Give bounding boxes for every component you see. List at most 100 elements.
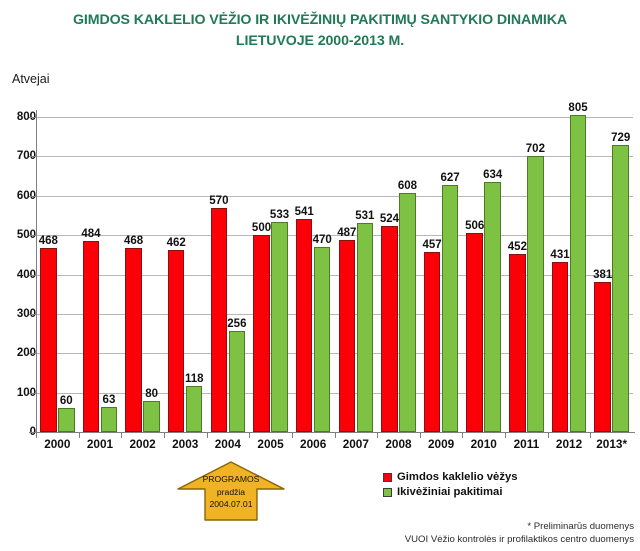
bar-precancerous: 256 (227, 318, 246, 432)
bar-group: 381 729 (590, 117, 633, 432)
y-tick-label: 200 (16, 347, 36, 360)
x-axis-label: 2003 (172, 437, 199, 451)
x-tick-mark (249, 432, 251, 438)
bar-precancerous: 608 (398, 180, 417, 432)
bar-precancerous: 470 (313, 234, 332, 432)
up-arrow-shape (177, 461, 285, 521)
bar-value-label: 702 (525, 142, 545, 155)
bar-cervical-cancer: 524 (380, 213, 399, 432)
x-tick-mark (547, 432, 549, 438)
chart-title: GIMDOS KAKLELIO VĖŽIO IR IKIVĖŽINIŲ PAKI… (0, 10, 640, 52)
bars-layer: 468 60 484 63 468 80 462 118 570 256 500 533 541 470 4… (36, 102, 633, 432)
grid-line (36, 313, 633, 315)
x-tick-mark (206, 432, 208, 438)
y-tick-mark (29, 392, 36, 394)
x-axis-label: 2011 (513, 437, 540, 451)
chart-title-line-1: GIMDOS KAKLELIO VĖŽIO IR IKIVĖŽINIŲ PAKI… (72, 12, 568, 28)
y-tick-mark (29, 195, 36, 197)
x-tick-mark (334, 432, 336, 438)
bar-value-label: 531 (355, 209, 375, 222)
legend-label-precancerous: Ikivėžiniai pakitimai (397, 486, 503, 498)
bar-value-label: 484 (81, 228, 101, 241)
y-tick-mark (29, 156, 36, 158)
bar-value-label: 524 (379, 212, 400, 225)
legend-swatch-red-icon (383, 472, 392, 482)
program-start-callout: PROGRAMOS pradžia 2004.07.01 (177, 461, 285, 521)
x-axis-label: 2006 (300, 437, 327, 451)
y-axis-ticks: 0100200300400500600700800 (0, 0, 36, 551)
y-axis-title: Atvejai (12, 72, 50, 86)
bar-value-label: 506 (465, 219, 485, 232)
grid-line (36, 195, 633, 197)
bar-cervical-cancer: 452 (508, 241, 527, 432)
y-tick-mark (29, 274, 36, 276)
bar-cervical-cancer: 468 (39, 235, 58, 432)
y-tick-label: 800 (16, 111, 36, 123)
footnote-preliminary: * Preliminarūs duomenys (527, 521, 634, 532)
bar-value-label: 60 (59, 395, 73, 408)
x-tick-mark (505, 432, 507, 438)
bar-value-label: 118 (184, 372, 204, 385)
bar-value-label: 500 (251, 222, 272, 235)
bar-value-label: 729 (611, 131, 631, 144)
x-axis-label: 2005 (257, 437, 284, 451)
x-axis-label: 2000 (44, 437, 71, 451)
bar-value-label: 468 (124, 234, 144, 247)
x-tick-mark (462, 432, 464, 438)
bar-cervical-cancer: 381 (593, 269, 612, 432)
x-axis-label: 2009 (427, 437, 455, 451)
grid-line (36, 156, 633, 158)
bar-group: 541 470 (292, 117, 335, 432)
bar-cervical-cancer: 431 (550, 249, 570, 432)
x-tick-mark (78, 432, 80, 438)
x-tick-mark (377, 432, 379, 438)
bar-precancerous: 729 (611, 132, 630, 432)
bar-value-label: 452 (507, 241, 527, 254)
grid-line (36, 274, 633, 276)
footnotes: * Preliminarūs duomenys VUOI Vėžio kontr… (405, 520, 634, 546)
bar-value-label: 256 (227, 318, 247, 331)
bar-value-label: 457 (422, 239, 442, 252)
grid-line (36, 117, 633, 118)
x-tick-mark (36, 432, 37, 438)
y-tick-mark (29, 353, 36, 355)
y-tick-mark (29, 235, 36, 237)
y-tick-mark (29, 432, 36, 433)
bar-group: 468 60 (36, 117, 79, 432)
x-axis-label: 2008 (385, 437, 412, 451)
bar-precancerous: 634 (483, 169, 502, 432)
bar-group: 468 80 (121, 117, 164, 432)
bar-value-label: 468 (38, 234, 58, 247)
bar-precancerous: 531 (355, 210, 374, 432)
grid-line (36, 353, 633, 355)
x-axis-label: 2001 (86, 437, 114, 451)
callout-line-3: 2004.07.01 (209, 499, 253, 509)
x-axis-line (29, 432, 635, 433)
x-tick-mark (163, 432, 165, 438)
bar-value-label: 80 (145, 387, 158, 400)
bar-precancerous: 80 (143, 388, 160, 432)
x-tick-mark (590, 432, 592, 438)
bar-cervical-cancer: 457 (423, 239, 442, 432)
y-tick-label: 300 (16, 307, 36, 320)
bar-cervical-cancer: 484 (81, 228, 101, 432)
bar-precancerous: 702 (526, 143, 545, 432)
y-tick-label: 400 (16, 268, 36, 281)
bar-precancerous: 805 (568, 102, 588, 432)
bar-group: 457 627 (420, 117, 463, 432)
bar-value-label: 634 (483, 169, 503, 182)
bar-group: 487 531 (335, 117, 378, 432)
callout-text: PROGRAMOS pradžia 2004.07.01 (177, 473, 285, 511)
callout-line-1: PROGRAMOS (202, 474, 260, 484)
x-tick-mark (419, 432, 421, 438)
bar-value-label: 431 (550, 249, 570, 262)
x-axis-label: 2007 (342, 437, 369, 451)
bar-group: 431 805 (548, 102, 591, 432)
bar-value-label: 570 (209, 194, 229, 207)
x-tick-mark (121, 432, 123, 438)
bar-value-label: 608 (397, 179, 418, 192)
bar-cervical-cancer: 468 (124, 235, 143, 432)
bar-cervical-cancer: 487 (337, 227, 356, 432)
y-tick-label: 700 (16, 150, 36, 163)
bar-group: 462 118 (164, 117, 207, 432)
